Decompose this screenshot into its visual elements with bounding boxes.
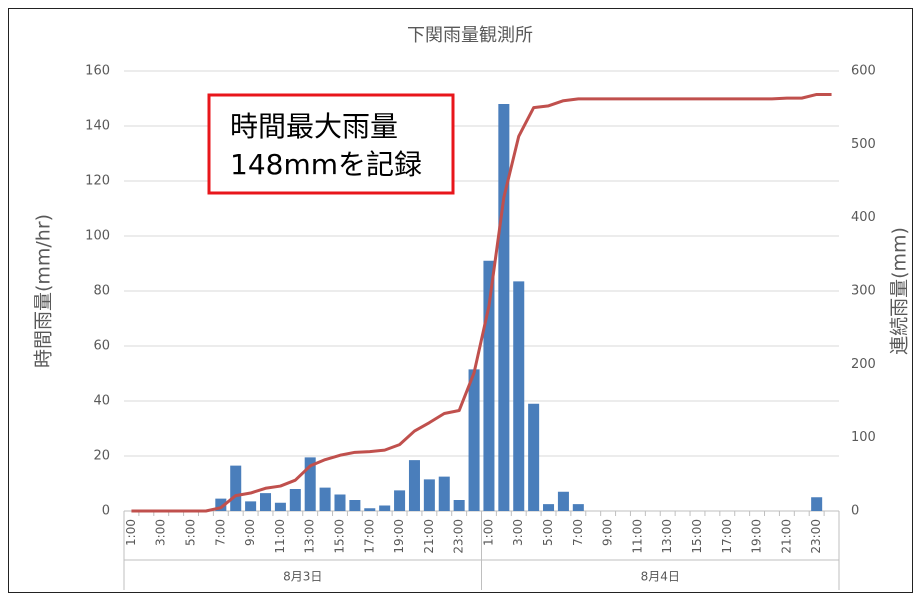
annotation-box bbox=[207, 93, 455, 195]
y2-tick-label: 600 bbox=[851, 64, 876, 79]
x-tick-label: 13:00 bbox=[660, 519, 674, 554]
y-axis-label: 時間雨量(mm/hr) bbox=[33, 214, 55, 368]
bar bbox=[811, 497, 823, 511]
x-tick-label: 19:00 bbox=[750, 519, 764, 554]
x-tick-label: 11:00 bbox=[273, 519, 287, 554]
x-tick-label: 23:00 bbox=[809, 519, 823, 554]
y-tick-label: 100 bbox=[85, 229, 110, 244]
y2-tick-label: 500 bbox=[851, 137, 876, 152]
bar bbox=[572, 504, 584, 511]
bar bbox=[408, 460, 420, 511]
chart-title: 下関雨量観測所 bbox=[407, 25, 533, 46]
x-tick-label: 5:00 bbox=[184, 519, 198, 546]
annotation-text: 時間最大雨量 bbox=[230, 110, 398, 143]
bar bbox=[364, 508, 376, 511]
x-tick-label: 9:00 bbox=[243, 519, 257, 546]
y-tick-label: 160 bbox=[85, 64, 110, 79]
bar bbox=[557, 491, 569, 511]
line bbox=[131, 92, 832, 513]
frame bbox=[8, 8, 913, 593]
x-tick-label: 23:00 bbox=[452, 519, 466, 554]
bar bbox=[259, 493, 272, 511]
bar bbox=[304, 457, 316, 511]
annotation-text: 148mmを記録 bbox=[230, 148, 422, 181]
y2-axis-label: 連続雨量(mm) bbox=[889, 227, 911, 355]
x-tick-label: 3:00 bbox=[511, 519, 525, 546]
x-tick-label: 9:00 bbox=[601, 519, 615, 546]
bar bbox=[543, 504, 555, 511]
x-tick-label: 17:00 bbox=[362, 519, 376, 554]
x-tick-label: 15:00 bbox=[690, 519, 704, 554]
bar bbox=[528, 403, 540, 511]
x-tick-label: 11:00 bbox=[630, 519, 644, 554]
x-tick-label: 21:00 bbox=[422, 519, 436, 554]
y-tick-label: 80 bbox=[93, 284, 110, 299]
bar bbox=[513, 281, 525, 511]
y-tick-label: 40 bbox=[93, 394, 110, 409]
y-tick-label: 60 bbox=[93, 339, 110, 354]
bar bbox=[230, 465, 242, 511]
x-tick-label: 21:00 bbox=[779, 519, 793, 554]
bar bbox=[483, 260, 495, 511]
x-tick-label: 1:00 bbox=[481, 519, 495, 546]
bar bbox=[423, 479, 435, 511]
x-tick-label: 13:00 bbox=[303, 519, 317, 554]
bar bbox=[468, 369, 480, 511]
x-tick-label: 5:00 bbox=[541, 519, 555, 546]
bar bbox=[319, 487, 331, 511]
bar bbox=[334, 494, 346, 511]
group-label: 8月4日 bbox=[641, 570, 680, 584]
x-tick-label: 1:00 bbox=[124, 519, 138, 546]
x-tick-label: 15:00 bbox=[332, 519, 346, 554]
bar bbox=[498, 104, 510, 511]
y-tick-label: 0 bbox=[102, 504, 110, 519]
x-tick-label: 17:00 bbox=[720, 519, 734, 554]
bar bbox=[453, 500, 465, 511]
group-label: 8月3日 bbox=[283, 570, 322, 584]
x-tick-label: 7:00 bbox=[571, 519, 585, 546]
y2-tick-label: 300 bbox=[851, 284, 876, 299]
y-tick-label: 120 bbox=[85, 174, 110, 189]
bar bbox=[394, 490, 406, 511]
y2-tick-label: 400 bbox=[851, 210, 876, 225]
bar bbox=[245, 501, 257, 511]
y-tick-label: 140 bbox=[85, 119, 110, 134]
bar bbox=[274, 502, 286, 511]
y2-tick-label: 0 bbox=[851, 504, 859, 519]
x-tick-label: 3:00 bbox=[154, 519, 168, 546]
bar bbox=[349, 500, 361, 511]
bar bbox=[289, 489, 301, 511]
bar bbox=[215, 498, 227, 511]
bar bbox=[438, 476, 450, 511]
y2-tick-label: 200 bbox=[851, 357, 876, 372]
bar bbox=[379, 505, 391, 511]
y-tick-label: 20 bbox=[93, 449, 110, 464]
x-tick-label: 19:00 bbox=[392, 519, 406, 554]
x-tick-label: 7:00 bbox=[213, 519, 227, 546]
y2-tick-label: 100 bbox=[851, 430, 876, 445]
